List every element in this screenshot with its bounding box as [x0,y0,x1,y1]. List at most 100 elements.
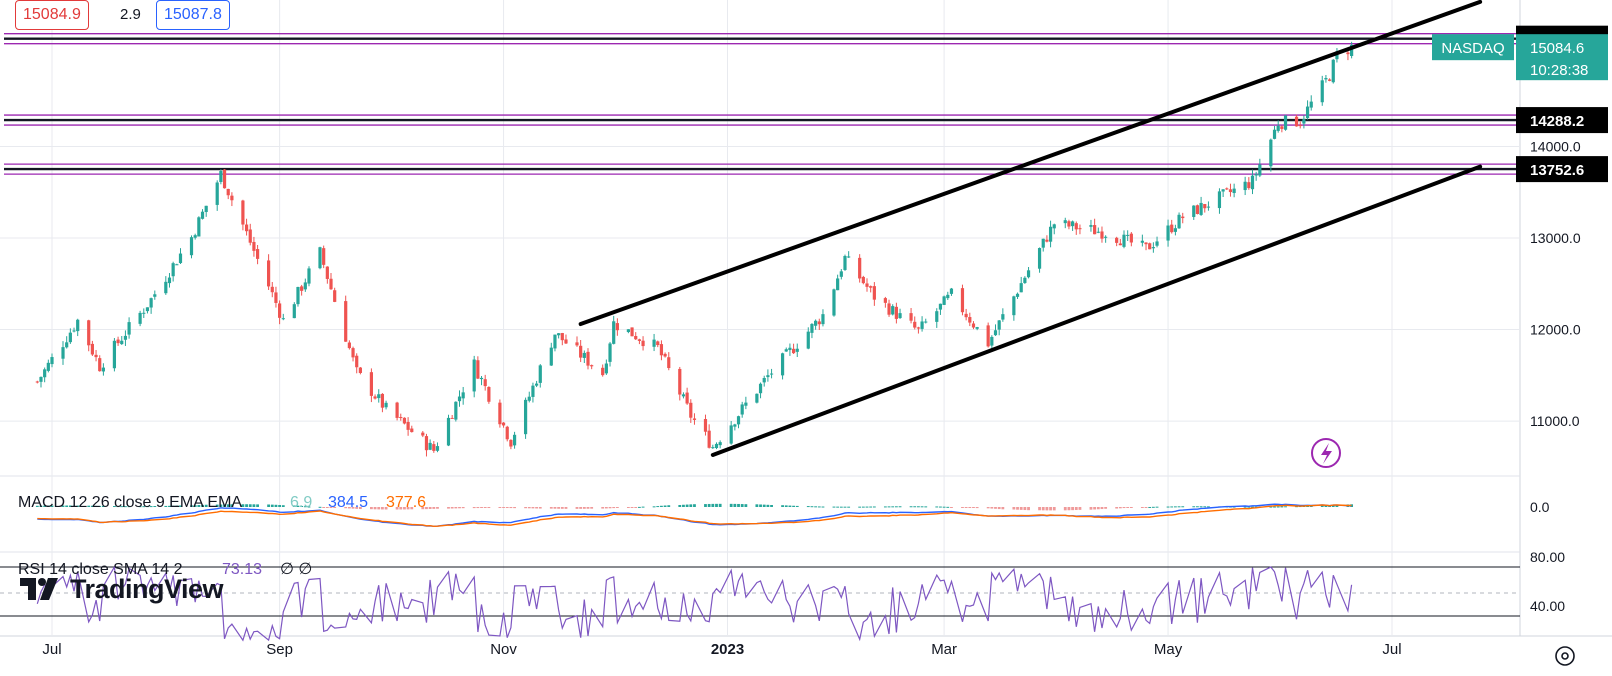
candle-body [916,327,921,329]
candle-body [1324,78,1328,80]
candle-body [461,392,465,399]
macd-histogram-bar [1177,506,1181,508]
alert-icon [1311,438,1341,468]
candle-body [755,393,759,403]
level-price-label: 13752.6 [1530,162,1584,179]
candle-body [61,347,65,359]
macd-histogram-bar [153,506,157,508]
macd-histogram-bar [817,506,821,508]
candle-body [200,211,205,219]
candle-body [127,322,131,335]
macd-histogram-bar [252,504,256,507]
candle-body [641,340,645,347]
macd-histogram-bar [325,507,329,508]
candle-body [861,276,865,284]
candle-body [685,392,689,404]
macd-histogram-bar [344,507,348,509]
candle-body [454,401,458,420]
macd-histogram-bar [472,507,476,509]
macd-histogram-bar [267,504,271,507]
macd-histogram-bar [1192,506,1196,508]
macd-histogram-bar [487,507,491,508]
candle-body [1305,106,1310,119]
candle-body [769,373,774,375]
y-tick-label: 12000.0 [1530,322,1581,338]
candle-body [68,332,72,343]
macd-histogram-bar [1269,506,1273,508]
ask-price-box[interactable]: 15087.8 [156,0,230,30]
bid-price-box[interactable]: 15084.9 [15,0,89,30]
macd-histogram-bar [303,506,307,508]
macd-histogram-bar [46,505,50,507]
macd-line [37,503,1352,528]
macd-histogram-bar [1273,506,1276,508]
candle-body [138,312,142,324]
candle-body [898,313,902,319]
macd-histogram-bar [872,506,876,508]
candle-body [178,253,183,264]
candle-body [689,402,693,418]
candle-body [167,277,172,284]
candle-body [1129,233,1133,243]
macd-histogram-bar [847,506,851,508]
candle-body [692,418,697,420]
candle-body [678,368,682,395]
candle-body [1115,237,1119,243]
y-tick-label: 13000.0 [1530,230,1581,246]
macd-histogram-bar [740,504,744,507]
candle-body [780,353,785,376]
candle-body [1012,296,1016,316]
candle-body [509,439,513,447]
macd-histogram-bar [43,505,47,507]
macd-histogram-bar [1203,506,1207,508]
candle-body [997,320,1001,330]
candle-body [1100,231,1104,239]
macd-legend-label: MACD 12 26 close 9 EMA EMA [18,494,242,511]
macd-histogram-bar [1335,504,1339,507]
candle-body [501,422,506,426]
macd-histogram-bar [538,507,542,509]
candle-body [1280,126,1284,129]
candle-body [1254,174,1258,176]
macd-histogram-bar [810,506,814,508]
macd-histogram-bar [300,505,304,507]
candle-body [758,383,763,394]
candle-body [1126,234,1130,236]
macd-histogram-bar [535,507,539,509]
candle-body [472,359,476,392]
macd-histogram-bar [685,504,689,507]
macd-histogram-bar [190,505,193,507]
macd-histogram-bar [744,504,748,507]
candle-body [1327,79,1332,81]
candle-body [1166,225,1170,241]
macd-histogram-bar [733,503,737,507]
macd-histogram-bar [1126,507,1130,508]
candle-body [814,320,818,326]
candle-body [836,278,840,291]
macd-histogram-bar [582,507,586,509]
candle-body [1309,101,1313,108]
candle-body [1199,202,1203,215]
macd-histogram-bar [729,503,733,507]
candle-body [582,352,586,358]
candle-body [817,321,821,325]
trendline-channel-bottom [710,164,1483,457]
macd-histogram-bar [248,504,252,507]
candle-body [990,336,994,346]
tradingview-logo-icon [20,578,58,600]
macd-histogram-bar [1089,507,1093,510]
macd-histogram-bar [447,507,450,509]
candle-body [718,442,722,446]
candle-body [1063,220,1067,224]
macd-histogram-bar [1023,507,1027,511]
macd-histogram-bar [704,504,707,507]
macd-histogram-bar [61,505,65,507]
candle-body [656,341,660,346]
tradingview-logo[interactable]: TradingView [18,572,224,606]
candle-body [1276,125,1280,131]
macd-histogram-bar [68,505,72,507]
candle-body [575,342,579,346]
macd-histogram-bar [223,504,226,507]
macd-histogram-bar [792,505,795,507]
